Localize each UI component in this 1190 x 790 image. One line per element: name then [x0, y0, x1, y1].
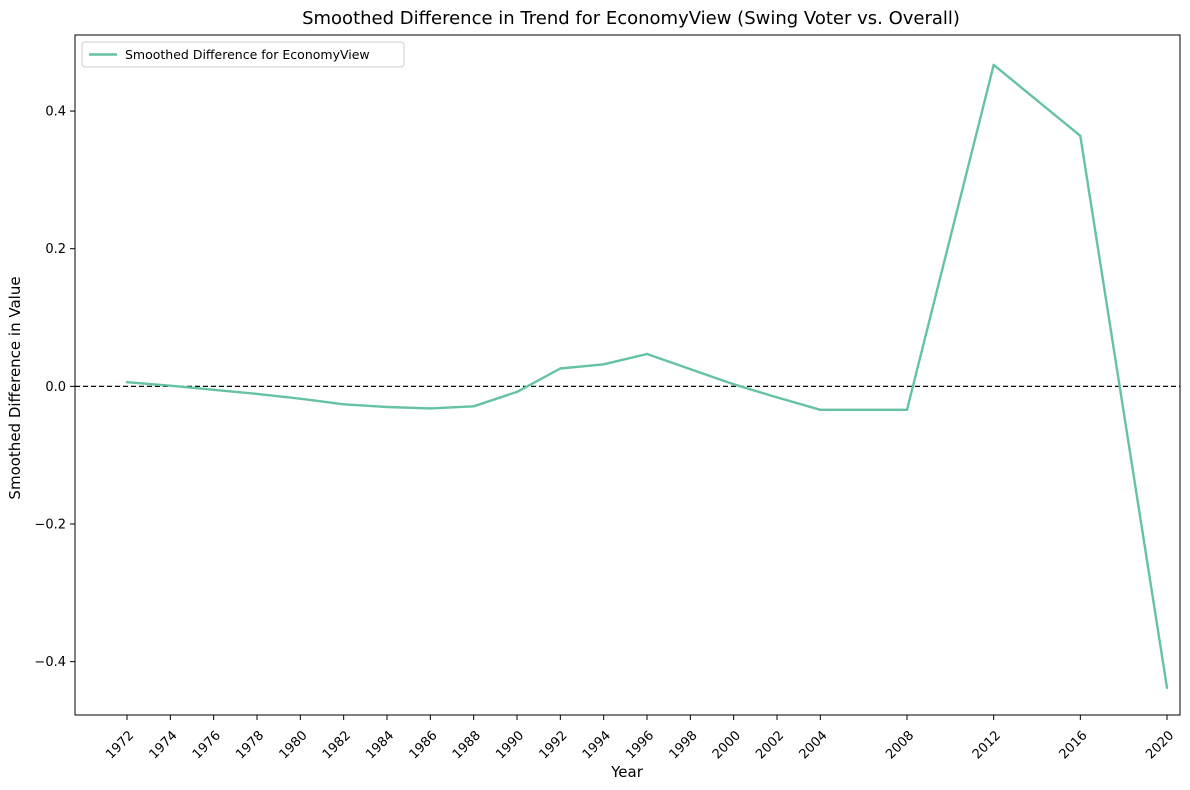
x-tick-label-1996: 1996	[623, 728, 657, 762]
data-point-1974	[169, 384, 172, 387]
plot-area: 1972 1974 1976 1978 1980 1982 1984 1986 1988 1990…	[34, 34, 1181, 762]
x-tick-label-1978: 1978	[233, 728, 267, 762]
x-axis-label: Year	[610, 763, 644, 781]
x-tick-label-1998: 1998	[667, 728, 701, 762]
data-point-1988	[472, 405, 475, 408]
x-tick-label-1984: 1984	[363, 728, 397, 762]
x-tick-label-2020: 2020	[1143, 728, 1177, 762]
x-tick-label-1974: 1974	[147, 728, 181, 762]
data-point-1976	[212, 388, 215, 391]
x-tick-label-1986: 1986	[407, 728, 441, 762]
x-tick-label-2016: 2016	[1057, 728, 1091, 762]
data-point-2002	[775, 396, 779, 399]
data-point-1978	[255, 392, 259, 396]
data-point-1994	[602, 363, 605, 366]
data-point-1992	[559, 367, 562, 370]
x-tick-label-2000: 2000	[710, 728, 744, 762]
x-tick-label-1990: 1990	[493, 728, 527, 762]
data-point-1984	[385, 405, 389, 409]
x-tick-label-1992: 1992	[537, 728, 571, 762]
data-point-2008	[905, 408, 909, 411]
data-point-1996	[645, 352, 649, 356]
x-tick-label-1972: 1972	[103, 728, 137, 762]
x-tick-label-1994: 1994	[580, 728, 614, 762]
data-point-1972	[125, 381, 129, 384]
data-point-2000	[732, 383, 735, 386]
data-point-1998	[689, 367, 692, 371]
data-point-1986	[429, 407, 432, 410]
chart-title: Smoothed Difference in Trend for Economy…	[302, 8, 960, 29]
x-tick-label-2012: 2012	[970, 728, 1004, 762]
y-tick-label-−0.2: −0.2	[34, 518, 66, 533]
data-point-2012	[992, 63, 995, 67]
x-tick-label-1980: 1980	[277, 728, 311, 762]
data-point-1982	[342, 403, 345, 406]
y-tick-label-0.2: 0.2	[45, 242, 66, 257]
plot-frame	[74, 34, 1181, 716]
y-tick-label-0.4: 0.4	[45, 105, 66, 120]
data-point-2016	[1079, 134, 1082, 138]
y-tick-label-0.0: 0.0	[45, 380, 66, 395]
x-tick-label-1976: 1976	[190, 728, 224, 762]
x-tick-label-2002: 2002	[753, 728, 787, 762]
data-point-1980	[299, 397, 302, 400]
data-point-2004	[819, 408, 822, 411]
data-point-1990	[515, 390, 519, 394]
x-tick-label-1988: 1988	[450, 728, 484, 762]
y-tick-label-−0.4: −0.4	[34, 655, 66, 670]
data-point-2020	[1165, 686, 1169, 690]
y-axis-label: Smoothed Difference in Value	[6, 276, 24, 499]
legend-box	[81, 41, 405, 68]
x-tick-label-2004: 2004	[797, 728, 831, 762]
series-line	[126, 63, 1169, 688]
x-tick-label-2008: 2008	[883, 728, 917, 762]
x-tick-label-1982: 1982	[320, 728, 354, 762]
legend-label: Smoothed Difference for EconomyView	[125, 47, 370, 62]
